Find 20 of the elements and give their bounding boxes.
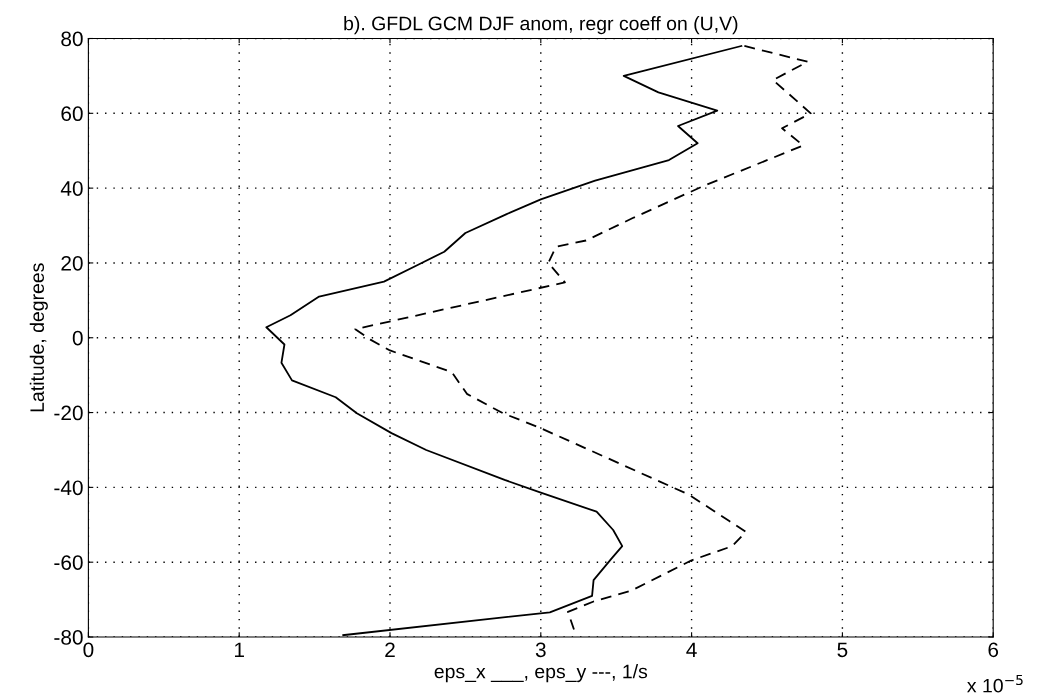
y-tick-label: -80: [54, 630, 83, 645]
y-tick-label: 20: [61, 255, 83, 271]
y-tick-label: 40: [60, 181, 83, 196]
x-tick-label: 3: [535, 642, 546, 658]
x-tick-label: 1: [235, 642, 244, 657]
y-tick-label: 0: [72, 330, 83, 346]
x-tick-label: 4: [686, 642, 697, 657]
x-tick-label: 0: [83, 642, 94, 658]
x-axis-title: eps_x ___, eps_y ---, 1/s: [434, 664, 648, 683]
y-tick-label: -40: [54, 480, 83, 496]
y-axis-title: Latitude, degrees: [29, 263, 48, 412]
y-tick-label: -60: [54, 555, 83, 570]
x-tick-label: 6: [988, 642, 999, 658]
y-tick-label: 60: [61, 106, 83, 122]
x-tick-label: 5: [837, 642, 848, 658]
text: x 10$^{−5}$: [967, 674, 1023, 693]
x-tick-label: 2: [385, 642, 395, 657]
y-tick-label: -20: [54, 405, 83, 421]
y-tick-label: 80: [61, 31, 83, 47]
chart-title: b). GFDL GCM DJF anom, regr coeff on (U,V): [344, 16, 738, 35]
